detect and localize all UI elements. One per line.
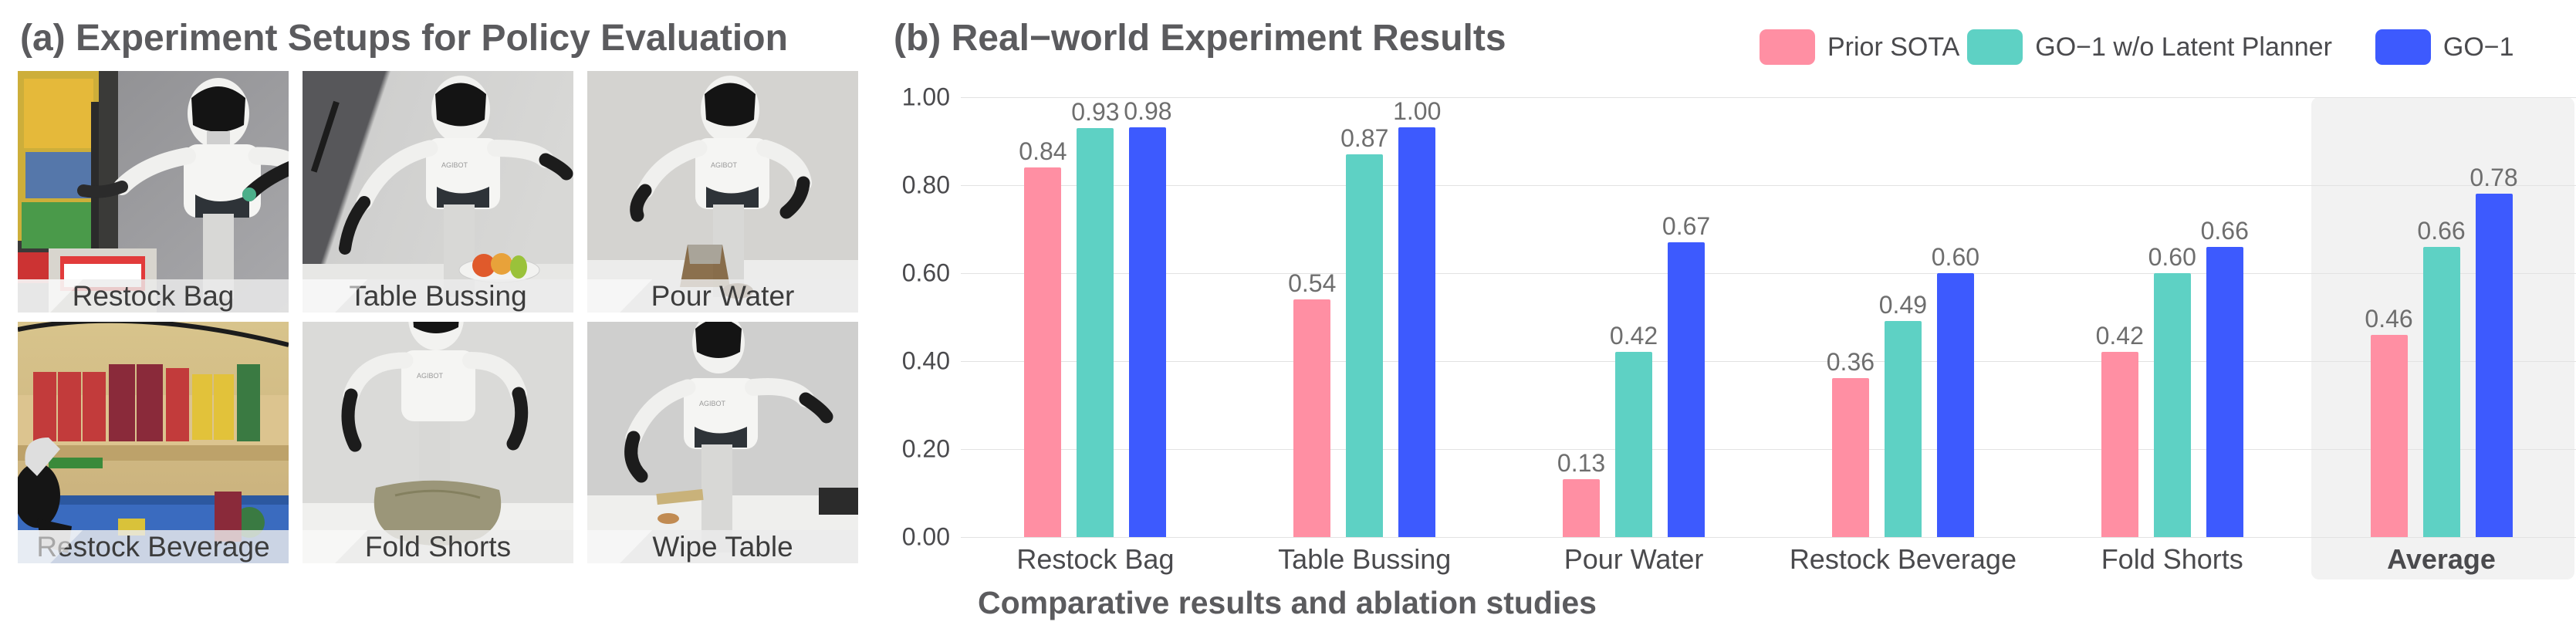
- svg-text:AGIBOT: AGIBOT: [441, 161, 468, 169]
- svg-text:AGIBOT: AGIBOT: [699, 400, 726, 407]
- svg-text:AGIBOT: AGIBOT: [417, 372, 444, 380]
- svg-text:AGIBOT: AGIBOT: [711, 161, 738, 169]
